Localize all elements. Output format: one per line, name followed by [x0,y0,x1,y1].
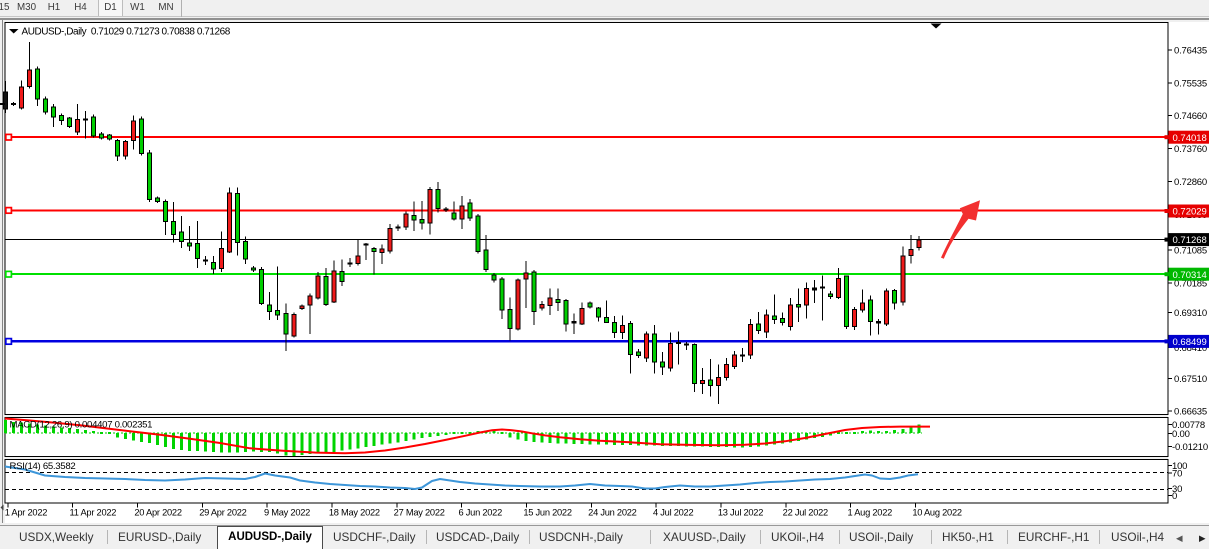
svg-text:1 Aug 2022: 1 Aug 2022 [847,508,892,518]
svg-text:0.76435: 0.76435 [1174,45,1207,56]
svg-text:0.73760: 0.73760 [1174,144,1207,155]
svg-text:RSI(14) 65.3582: RSI(14) 65.3582 [10,461,76,472]
svg-text:0.67510: 0.67510 [1174,374,1207,385]
svg-text:0: 0 [1172,491,1177,502]
svg-text:24 Jun 2022: 24 Jun 2022 [588,508,637,518]
svg-text:0.00: 0.00 [1172,429,1190,440]
svg-text:0.70314: 0.70314 [1173,270,1207,281]
svg-text:0.75535: 0.75535 [1174,79,1207,90]
svg-text:1 Apr 2022: 1 Apr 2022 [5,508,48,518]
svg-text:15 Jun 2022: 15 Jun 2022 [523,508,572,518]
svg-text:70: 70 [1172,468,1182,479]
svg-text:27 May 2022: 27 May 2022 [394,508,445,518]
svg-text:0.71268: 0.71268 [1173,235,1207,246]
svg-text:0.66635: 0.66635 [1174,406,1207,417]
svg-text:4 Jul 2022: 4 Jul 2022 [653,508,693,518]
svg-text:22 Jul 2022: 22 Jul 2022 [783,508,828,518]
svg-text:9 May 2022: 9 May 2022 [264,508,310,518]
svg-text:MACD(12,26,9) 0.004407 0.00235: MACD(12,26,9) 0.004407 0.002351 [10,420,153,431]
svg-text:0.69310: 0.69310 [1174,308,1207,319]
svg-text:29 Apr 2022: 29 Apr 2022 [199,508,246,518]
svg-text:0.72029: 0.72029 [1173,207,1207,218]
svg-text:0.72860: 0.72860 [1174,177,1207,188]
svg-text:0.71085: 0.71085 [1174,245,1207,256]
svg-text:13 Jul 2022: 13 Jul 2022 [718,508,763,518]
svg-text:0.74660: 0.74660 [1174,111,1207,122]
svg-text:-0.01210: -0.01210 [1172,442,1208,453]
svg-text:6 Jun 2022: 6 Jun 2022 [459,508,503,518]
svg-text:AUDUSD-,Daily 0.71029 0.71273: AUDUSD-,Daily 0.71029 0.71273 0.70838 0.… [22,26,231,37]
svg-text:0.74018: 0.74018 [1173,133,1207,144]
svg-text:11 Apr 2022: 11 Apr 2022 [70,508,117,518]
svg-text:18 May 2022: 18 May 2022 [329,508,380,518]
svg-text:0.68499: 0.68499 [1173,337,1207,348]
svg-text:20 Apr 2022: 20 Apr 2022 [134,508,181,518]
svg-text:10 Aug 2022: 10 Aug 2022 [912,508,962,518]
